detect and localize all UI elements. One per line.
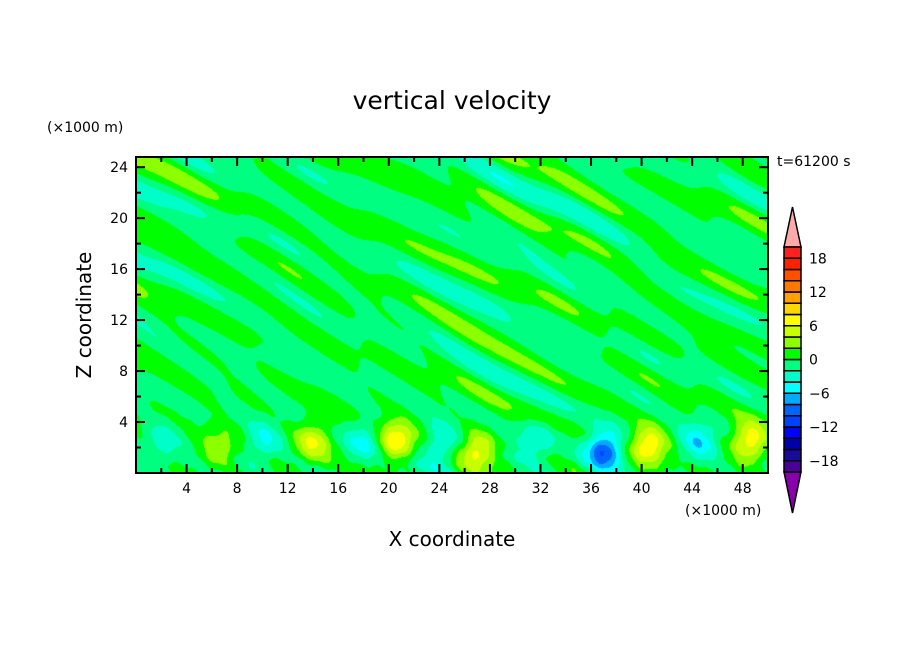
x-tick-label: 20 <box>380 481 398 497</box>
colorbar-box <box>783 403 802 417</box>
y-tick-label: 12 <box>110 313 128 329</box>
x-tick-label: 8 <box>233 481 242 497</box>
colorbar-box <box>783 460 802 473</box>
y-tick-label: 20 <box>110 211 128 227</box>
x-tick-label: 4 <box>182 481 191 497</box>
x-tick-label: 24 <box>430 481 448 497</box>
x-unit-label: (×1000 m) <box>685 503 762 519</box>
colorbar-box <box>783 325 802 338</box>
colorbar-box <box>783 336 802 349</box>
x-axis-label: X coordinate <box>388 527 516 551</box>
colorbar-tick-label: −12 <box>809 420 839 436</box>
colorbar-box <box>783 358 802 372</box>
colorbar-box <box>783 381 802 394</box>
x-tick-label: 44 <box>683 481 701 497</box>
colorbar-box <box>783 437 802 451</box>
colorbar-box <box>783 448 802 462</box>
y-tick-label: 16 <box>110 262 128 278</box>
x-tick-label: 28 <box>481 481 499 497</box>
x-tick-label: 12 <box>279 481 297 497</box>
colorbar-box <box>783 426 802 439</box>
colorbar-tick-label: −18 <box>809 454 839 470</box>
y-unit-label: (×1000 m) <box>47 120 124 136</box>
colorbar-box <box>783 268 802 282</box>
colorbar-box <box>783 246 802 259</box>
colorbar-tick-label: 12 <box>809 285 827 301</box>
x-tick-label: 16 <box>329 481 347 497</box>
colorbar-box <box>783 347 802 361</box>
x-tick-label: 40 <box>633 481 651 497</box>
colorbar-tick-label: 0 <box>809 353 818 369</box>
colorbar-over-triangle <box>783 206 802 248</box>
colorbar-box <box>783 415 802 428</box>
colorbar-tick-label: 6 <box>809 319 818 335</box>
x-tick-label: 36 <box>582 481 600 497</box>
colorbar-under-triangle <box>783 471 802 514</box>
colorbar-box <box>783 291 802 304</box>
colorbar-box <box>783 392 802 406</box>
contour-field <box>136 157 768 473</box>
x-tick-label: 32 <box>532 481 550 497</box>
plot-frame <box>135 156 769 474</box>
y-tick-label: 4 <box>119 415 128 431</box>
chart-title: vertical velocity <box>352 86 552 115</box>
y-tick-label: 8 <box>119 364 128 380</box>
colorbar-box <box>783 280 802 293</box>
colorbar-box <box>783 313 802 327</box>
x-tick-label: 48 <box>734 481 752 497</box>
colorbar-box <box>783 257 802 271</box>
colorbar-box <box>783 302 802 316</box>
colorbar-tick-label: 18 <box>809 251 827 267</box>
colorbar-box <box>783 370 802 383</box>
colorbar-tick-label: −6 <box>809 386 830 402</box>
y-tick-label: 24 <box>110 160 128 176</box>
time-label: t=61200 s <box>777 154 851 170</box>
